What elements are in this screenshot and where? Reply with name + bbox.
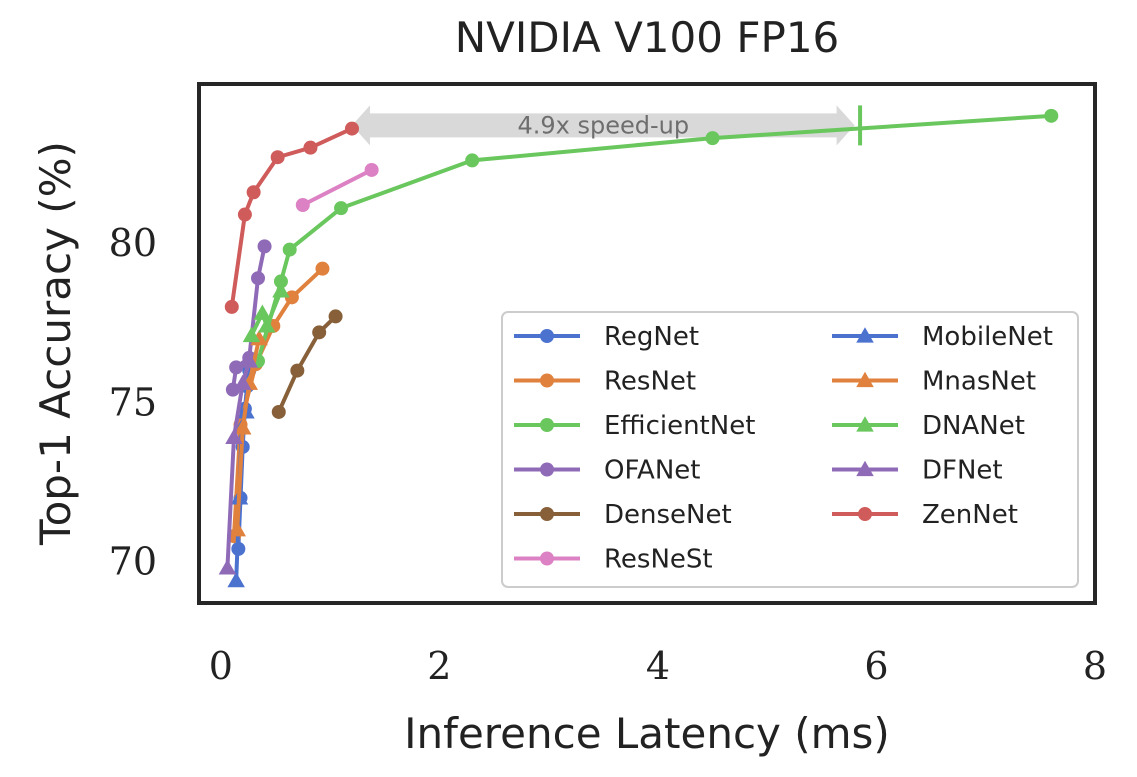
- series-line: [301, 168, 373, 207]
- data-point: [312, 325, 327, 340]
- legend-marker: [856, 460, 874, 477]
- data-point: [228, 521, 246, 537]
- legend-entry: RegNet: [514, 322, 699, 352]
- axes: 0 2 4 6 8 70 75 80: [109, 221, 1107, 688]
- x-tick-label: 0: [209, 644, 233, 688]
- legend-entry: DFNet: [832, 456, 1003, 486]
- data-point: [344, 121, 359, 136]
- data-point: [273, 274, 288, 289]
- data-point: [290, 363, 305, 378]
- legend-label: OFANet: [604, 456, 700, 486]
- legend-marker: [540, 418, 554, 432]
- legend-marker: [540, 329, 554, 343]
- x-tick-label: 2: [427, 644, 451, 688]
- data-point: [303, 140, 318, 155]
- legend-entry: EfficientNet: [514, 411, 755, 441]
- series-line: [229, 126, 353, 308]
- legend-entry: DNANet: [832, 411, 1025, 441]
- legend-label: RegNet: [604, 322, 699, 352]
- legend-marker: [540, 507, 554, 521]
- y-tick-label: 80: [109, 221, 157, 265]
- legend-entry: MobileNet: [832, 322, 1053, 352]
- series-dfnet: [218, 352, 259, 575]
- data-point: [272, 282, 290, 298]
- plot-area: 4.9x speed-up: [218, 105, 1059, 588]
- y-tick-label: 70: [109, 540, 157, 584]
- legend-entry: ResNet: [514, 367, 696, 397]
- data-point: [284, 290, 299, 305]
- series-densenet: [271, 309, 343, 419]
- data-point: [705, 131, 720, 146]
- data-point: [465, 153, 480, 168]
- legend-marker: [540, 462, 554, 477]
- legend-marker: [858, 507, 872, 521]
- data-point: [233, 419, 252, 435]
- legend-label: MnasNet: [922, 367, 1036, 397]
- data-point: [218, 559, 237, 575]
- x-tick-label: 6: [864, 644, 888, 688]
- data-point: [253, 304, 272, 320]
- legend-marker: [856, 416, 874, 432]
- legend-box: [501, 311, 1079, 588]
- data-point: [257, 239, 272, 254]
- legend-entry: DenseNet: [514, 500, 732, 530]
- data-point: [271, 404, 286, 419]
- legend-label: DNANet: [922, 411, 1025, 441]
- data-point: [295, 197, 310, 212]
- legend-entry: ZenNet: [832, 500, 1018, 530]
- data-point: [227, 571, 245, 588]
- legend-entry: MnasNet: [832, 367, 1036, 397]
- data-point: [233, 374, 252, 390]
- legend-entry: ResNeSt: [514, 545, 713, 575]
- x-tick-label: 4: [646, 644, 670, 688]
- series-zennet: [224, 121, 359, 314]
- x-tick-label: 8: [1083, 644, 1107, 688]
- data-point: [364, 162, 379, 177]
- data-point: [257, 317, 276, 333]
- data-point: [229, 360, 244, 375]
- legend-label: DFNet: [922, 456, 1003, 486]
- legend-label: ZenNet: [922, 500, 1018, 530]
- y-axis-label: Top-1 Accuracy (%): [31, 141, 80, 546]
- legend-marker: [856, 327, 874, 343]
- data-point: [251, 271, 266, 286]
- data-point: [242, 326, 261, 343]
- data-point: [237, 207, 252, 222]
- legend-label: ResNeSt: [604, 545, 713, 575]
- data-point: [270, 150, 285, 165]
- legend-marker: [856, 371, 874, 388]
- data-point: [246, 185, 261, 200]
- series-line: [225, 360, 252, 569]
- series-line: [276, 315, 337, 413]
- x-axis-label: Inference Latency (ms): [404, 709, 890, 758]
- data-point: [282, 242, 297, 257]
- data-point: [315, 261, 330, 276]
- data-point: [334, 201, 349, 216]
- legend-marker: [540, 373, 554, 388]
- chart-title: NVIDIA V100 FP16: [455, 13, 840, 62]
- legend-label: MobileNet: [922, 322, 1053, 352]
- data-point: [240, 352, 259, 368]
- legend-label: ResNet: [604, 367, 696, 397]
- plot-frame: [197, 82, 1097, 605]
- data-point: [1044, 108, 1059, 123]
- data-point: [225, 428, 243, 444]
- series-resnest: [295, 162, 379, 212]
- series-dnanet: [242, 282, 290, 343]
- y-tick-label: 75: [109, 380, 157, 424]
- legend-label: EfficientNet: [604, 411, 755, 441]
- legend-marker: [540, 551, 554, 566]
- legend-entry: OFANet: [514, 456, 700, 486]
- speedup-label: 4.9x speed-up: [517, 111, 689, 139]
- legend-label: DenseNet: [604, 500, 732, 530]
- data-point: [328, 309, 343, 324]
- data-point: [224, 299, 239, 314]
- legend: RegNet ResNet EfficientNet OFANet DenseNet Re…: [501, 311, 1079, 588]
